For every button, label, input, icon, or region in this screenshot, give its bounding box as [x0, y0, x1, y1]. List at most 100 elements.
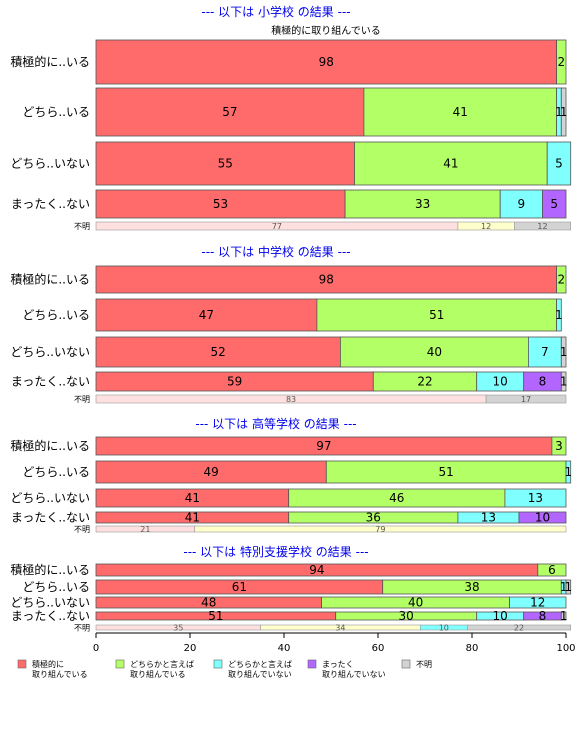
seg-somewhat-inactive: [565, 460, 572, 484]
data-label: 1: [560, 580, 568, 594]
legend-swatch: [401, 659, 411, 669]
data-label: 1: [565, 580, 573, 594]
legend-swatch: [213, 659, 223, 669]
seg-somewhat-inactive: [546, 141, 572, 186]
data-label: 94: [309, 563, 324, 577]
data-label: 49: [204, 465, 219, 479]
seg-somewhat-active: [354, 141, 548, 186]
data-label: 5: [550, 197, 558, 211]
data-label: 51: [208, 609, 223, 623]
legend-label: どちらかと言えば: [228, 659, 292, 669]
category-label: どちら..いない: [10, 345, 90, 359]
legend-label: 取り組んでいる: [130, 669, 186, 679]
section-4: --- 以下は 特別支援学校 の結果 --- 積極的に..いる 94 6 どちら..いる…: [10, 544, 572, 633]
category-label: 積極的に..いる: [10, 438, 90, 453]
data-label: 41: [185, 491, 200, 505]
legend-swatch: [17, 659, 27, 669]
seg-somewhat-inactive: [504, 488, 567, 508]
data-label: 12: [537, 222, 547, 231]
legend-label: 不明: [416, 660, 432, 669]
legend-label: どちらかと言えば: [130, 659, 194, 669]
category-label: まったく..ない: [11, 609, 90, 623]
legend-label: まったく: [322, 660, 354, 669]
data-label: 3: [555, 439, 563, 453]
x-tick-label: 20: [184, 643, 197, 654]
category-label: まったく..ない: [11, 197, 90, 211]
data-label: 9: [518, 197, 526, 211]
data-label: 12: [481, 222, 491, 231]
category-label: どちら..いる: [22, 105, 90, 119]
data-label: 51: [439, 465, 454, 479]
category-label: 積極的に..いる: [10, 54, 90, 69]
seg-unknown: [560, 371, 567, 392]
category-label: どちら..いる: [22, 580, 90, 594]
legend-label: 取り組んでいる: [32, 669, 88, 679]
data-label: 40: [408, 596, 423, 610]
seg-active: [95, 336, 341, 368]
seg-active: [95, 39, 558, 85]
data-label: 97: [316, 439, 331, 453]
section-title: --- 以下は 中学校 の結果 ---: [201, 244, 350, 259]
data-label: 33: [415, 197, 430, 211]
category-label: まったく..ない: [11, 375, 90, 389]
legend: 積極的に取り組んでいるどちらかと言えば取り組んでいるどちらかと言えば取り組んでい…: [17, 659, 432, 679]
data-label: 55: [218, 157, 233, 171]
legend-label: 取り組んでいない: [228, 669, 292, 679]
data-label: 36: [366, 511, 381, 525]
data-label: 47: [199, 308, 214, 322]
legend-label: 積極的に: [32, 659, 64, 669]
seg-unknown: [466, 624, 571, 631]
section-title: --- 以下は 小学校 の結果 ---: [201, 4, 350, 19]
category-label: 積極的に..いる: [10, 562, 90, 577]
data-label: 53: [213, 197, 228, 211]
section-3: --- 以下は 高等学校 の結果 --- 積極的に..いる 97 3 どちら..いる 49…: [10, 416, 572, 534]
data-label: 57: [222, 105, 237, 119]
data-label: 83: [286, 395, 296, 404]
data-label: 10: [493, 609, 508, 623]
seg-inactive: [518, 511, 567, 524]
seg-inactive: [542, 189, 567, 219]
data-label: 2: [557, 273, 565, 287]
data-label: 21: [140, 525, 150, 534]
data-label: 13: [481, 511, 496, 525]
section-title: --- 以下は 特別支援学校 の結果 ---: [183, 544, 368, 559]
category-label: 不明: [74, 222, 90, 231]
category-label: まったく..ない: [11, 511, 90, 525]
data-label: 48: [201, 596, 216, 610]
data-label: 1: [560, 375, 568, 389]
section-2: --- 以下は 中学校 の結果 --- 積極的に..いる 98 2 どちら..いる 47 5…: [10, 244, 567, 404]
legend-label: 取り組んでいない: [322, 669, 386, 679]
category-label: 積極的に..いる: [10, 272, 90, 287]
seg-active: [95, 265, 558, 294]
seg-unknown: [513, 221, 571, 231]
data-label: 46: [389, 491, 404, 505]
data-label: 13: [528, 491, 543, 505]
data-label: 61: [232, 580, 247, 594]
data-label: 98: [319, 55, 334, 69]
data-label: 5: [555, 157, 563, 171]
seg-unknown: [485, 394, 567, 404]
category-label: 不明: [74, 395, 90, 404]
seg-somewhat-active: [339, 336, 529, 368]
category-label: どちら..いない: [10, 596, 90, 610]
seg-somewhat-active: [551, 436, 567, 456]
data-label: 34: [335, 624, 345, 633]
data-label: 40: [427, 345, 442, 359]
x-tick-label: 100: [556, 643, 575, 654]
seg-somewhat-active: [194, 525, 567, 533]
x-axis: 0 20 40 60 80 100: [93, 632, 576, 654]
category-label: 不明: [74, 624, 90, 633]
data-label: 59: [227, 375, 242, 389]
data-label: 35: [173, 624, 183, 633]
data-label: 1: [565, 465, 573, 479]
category-label: どちら..いない: [10, 491, 90, 505]
seg-active: [95, 298, 318, 332]
category-label: どちら..いる: [22, 465, 90, 479]
data-label: 17: [521, 395, 531, 404]
top-caption: 積極的に取り組んでいる: [271, 24, 381, 37]
data-label: 2: [557, 55, 565, 69]
x-tick-label: 40: [278, 643, 291, 654]
x-tick-label: 0: [93, 643, 99, 654]
data-label: 1: [560, 609, 568, 623]
data-label: 10: [493, 375, 508, 389]
